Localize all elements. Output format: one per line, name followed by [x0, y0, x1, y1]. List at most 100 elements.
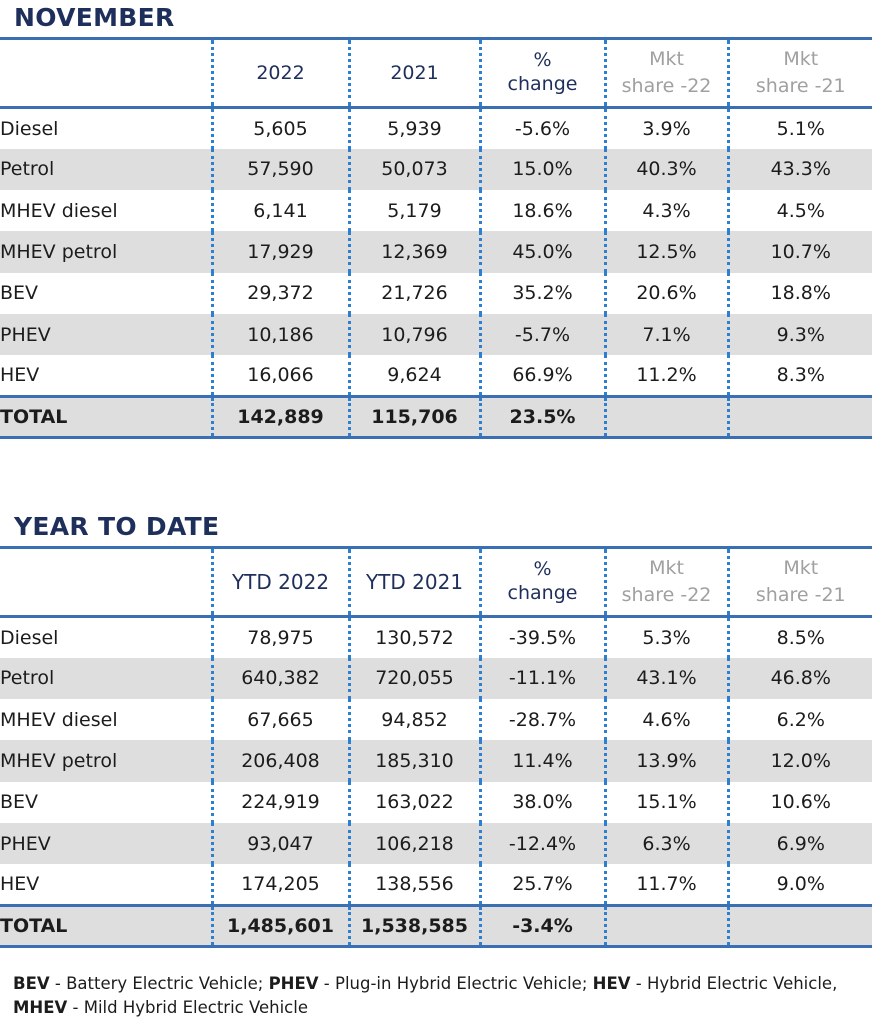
- cell-value-previous: 5,939: [347, 107, 480, 149]
- november-title: NOVEMBER: [14, 3, 175, 32]
- cell-value-previous: 21,726: [347, 272, 480, 314]
- cell-mkt-share-22: 20.6%: [603, 272, 728, 314]
- cell-pct-change: 18.6%: [478, 190, 605, 232]
- footnote-hev-abbr: HEV: [592, 974, 631, 993]
- total-row: TOTAL 142,889 115,706 23.5%: [0, 395, 872, 440]
- table-row: Petrol 640,382 720,055 -11.1% 43.1% 46.8%: [0, 657, 872, 700]
- header-mkt22-line1: Mkt: [649, 557, 684, 580]
- header-mkt21-line1: Mkt: [783, 557, 819, 580]
- cell-value-previous: 163,022: [347, 781, 480, 823]
- cell-value-current: 29,372: [210, 272, 349, 314]
- cell-pct-change: 38.0%: [478, 781, 605, 823]
- cell-mkt-share-22: 6.3%: [603, 822, 728, 865]
- cell-mkt-share-22: 4.3%: [603, 190, 728, 232]
- cell-pct-change: -12.4%: [478, 822, 605, 865]
- footnote-phev-abbr: PHEV: [268, 974, 319, 993]
- cell-pct-change: 15.0%: [478, 148, 605, 191]
- cell-value-previous: 138,556: [347, 864, 480, 906]
- header-mkt-share-21: Mkt share -21: [726, 37, 872, 109]
- header-mkt-share-22: Mkt share -22: [603, 546, 728, 618]
- cell-mkt-share-22: 4.6%: [603, 699, 728, 741]
- table-row: Diesel 78,975 130,572 -39.5% 5.3% 8.5%: [0, 616, 872, 658]
- cell-pct-change: 25.7%: [478, 864, 605, 906]
- footnote-bev-text: - Battery Electric Vehicle;: [49, 974, 269, 993]
- cell-mkt-share-21: 4.5%: [726, 190, 872, 232]
- row-label: Petrol: [0, 657, 212, 700]
- cell-mkt-share-22: 3.9%: [603, 107, 728, 149]
- footnote-hev-text: - Hybrid Electric Vehicle,: [630, 974, 838, 993]
- header-mkt-share-21: Mkt share -21: [726, 546, 872, 618]
- total-cell-value-previous: 1,538,585: [347, 904, 480, 949]
- header-pct-change: % change: [478, 37, 605, 109]
- row-label: BEV: [0, 791, 39, 814]
- total-cell-pct-change: -3.4%: [478, 904, 605, 949]
- cell-pct-change: 45.0%: [478, 231, 605, 273]
- row-label: Petrol: [0, 148, 212, 191]
- cell-value-current: 174,205: [210, 864, 349, 906]
- cell-mkt-share-21: 10.6%: [726, 781, 872, 823]
- table-row: MHEV petrol 206,408 185,310 11.4% 13.9% 12.0%: [0, 740, 872, 782]
- cell-pct-change: 66.9%: [478, 355, 605, 397]
- total-cell-value-current: 142,889: [210, 395, 349, 440]
- cell-value-previous: 94,852: [347, 699, 480, 741]
- table-row: MHEV diesel 6,141 5,179 18.6% 4.3% 4.5%: [0, 190, 872, 232]
- cell-value-previous: 106,218: [347, 822, 480, 865]
- cell-mkt-share-21: 43.3%: [726, 148, 872, 191]
- cell-value-current: 10,186: [210, 313, 349, 356]
- header-empty: [0, 546, 212, 618]
- header-mkt21-line2: share -21: [755, 584, 846, 606]
- cell-value-previous: 50,073: [347, 148, 480, 191]
- row-label: PHEV: [0, 313, 212, 356]
- cell-value-current: 17,929: [210, 231, 349, 273]
- cell-value-current: 93,047: [210, 822, 349, 865]
- cell-mkt-share-21: 46.8%: [726, 657, 872, 700]
- cell-pct-change: -11.1%: [478, 657, 605, 700]
- row-label: HEV: [0, 873, 40, 896]
- header-year-2022: 2022: [210, 37, 349, 109]
- cell-mkt-share-22: 12.5%: [603, 231, 728, 273]
- cell-value-current: 640,382: [210, 657, 349, 700]
- row-label: Diesel: [0, 117, 59, 140]
- cell-value-previous: 130,572: [347, 616, 480, 658]
- cell-mkt-share-21: 9.0%: [726, 864, 872, 906]
- cell-value-previous: 9,624: [347, 355, 480, 397]
- header-pct-line1: %: [533, 49, 552, 72]
- cell-mkt-share-22: 15.1%: [603, 781, 728, 823]
- total-cell-mkt-share-21: [726, 904, 872, 949]
- cell-value-current: 16,066: [210, 355, 349, 397]
- cell-value-current: 206,408: [210, 740, 349, 782]
- cell-pct-change: -39.5%: [478, 616, 605, 658]
- row-label: MHEV petrol: [0, 740, 212, 782]
- cell-mkt-share-21: 6.2%: [726, 699, 872, 741]
- row-label: BEV: [0, 282, 39, 305]
- table-row: PHEV 93,047 106,218 -12.4% 6.3% 6.9%: [0, 822, 872, 865]
- cell-mkt-share-22: 40.3%: [603, 148, 728, 191]
- total-cell-mkt-share-21: [726, 395, 872, 440]
- header-pct-line2: change: [507, 73, 578, 95]
- ytd-table: YTD 2022 YTD 2021 % change Mkt share -22…: [0, 546, 872, 949]
- cell-value-current: 5,605: [210, 107, 349, 149]
- cell-mkt-share-21: 12.0%: [726, 740, 872, 782]
- row-label: PHEV: [0, 822, 212, 865]
- cell-mkt-share-21: 5.1%: [726, 107, 872, 149]
- ytd-title: YEAR TO DATE: [14, 512, 220, 541]
- row-label: HEV: [0, 364, 40, 387]
- cell-value-previous: 720,055: [347, 657, 480, 700]
- cell-pct-change: 35.2%: [478, 272, 605, 314]
- cell-mkt-share-22: 11.2%: [603, 355, 728, 397]
- table-row: Petrol 57,590 50,073 15.0% 40.3% 43.3%: [0, 148, 872, 191]
- footnote-legend: BEV - Battery Electric Vehicle; PHEV - P…: [13, 972, 863, 1020]
- cell-pct-change: -28.7%: [478, 699, 605, 741]
- table-row: Diesel 5,605 5,939 -5.6% 3.9% 5.1%: [0, 107, 872, 149]
- cell-pct-change: 11.4%: [478, 740, 605, 782]
- total-row-label: TOTAL: [0, 395, 212, 440]
- total-cell-pct-change: 23.5%: [478, 395, 605, 440]
- footnote-phev-text: - Plug-in Hybrid Electric Vehicle;: [318, 974, 593, 993]
- header-mkt22-line2: share -22: [621, 584, 712, 606]
- footnote-mhev-abbr: MHEV: [13, 998, 68, 1017]
- header-mkt22-line1: Mkt: [649, 48, 684, 71]
- header-mkt22-line2: share -22: [621, 75, 712, 97]
- table-row: BEV 29,372 21,726 35.2% 20.6% 18.8%: [0, 272, 872, 314]
- table-row: MHEV diesel 67,665 94,852 -28.7% 4.6% 6.2%: [0, 699, 872, 741]
- cell-value-current: 78,975: [210, 616, 349, 658]
